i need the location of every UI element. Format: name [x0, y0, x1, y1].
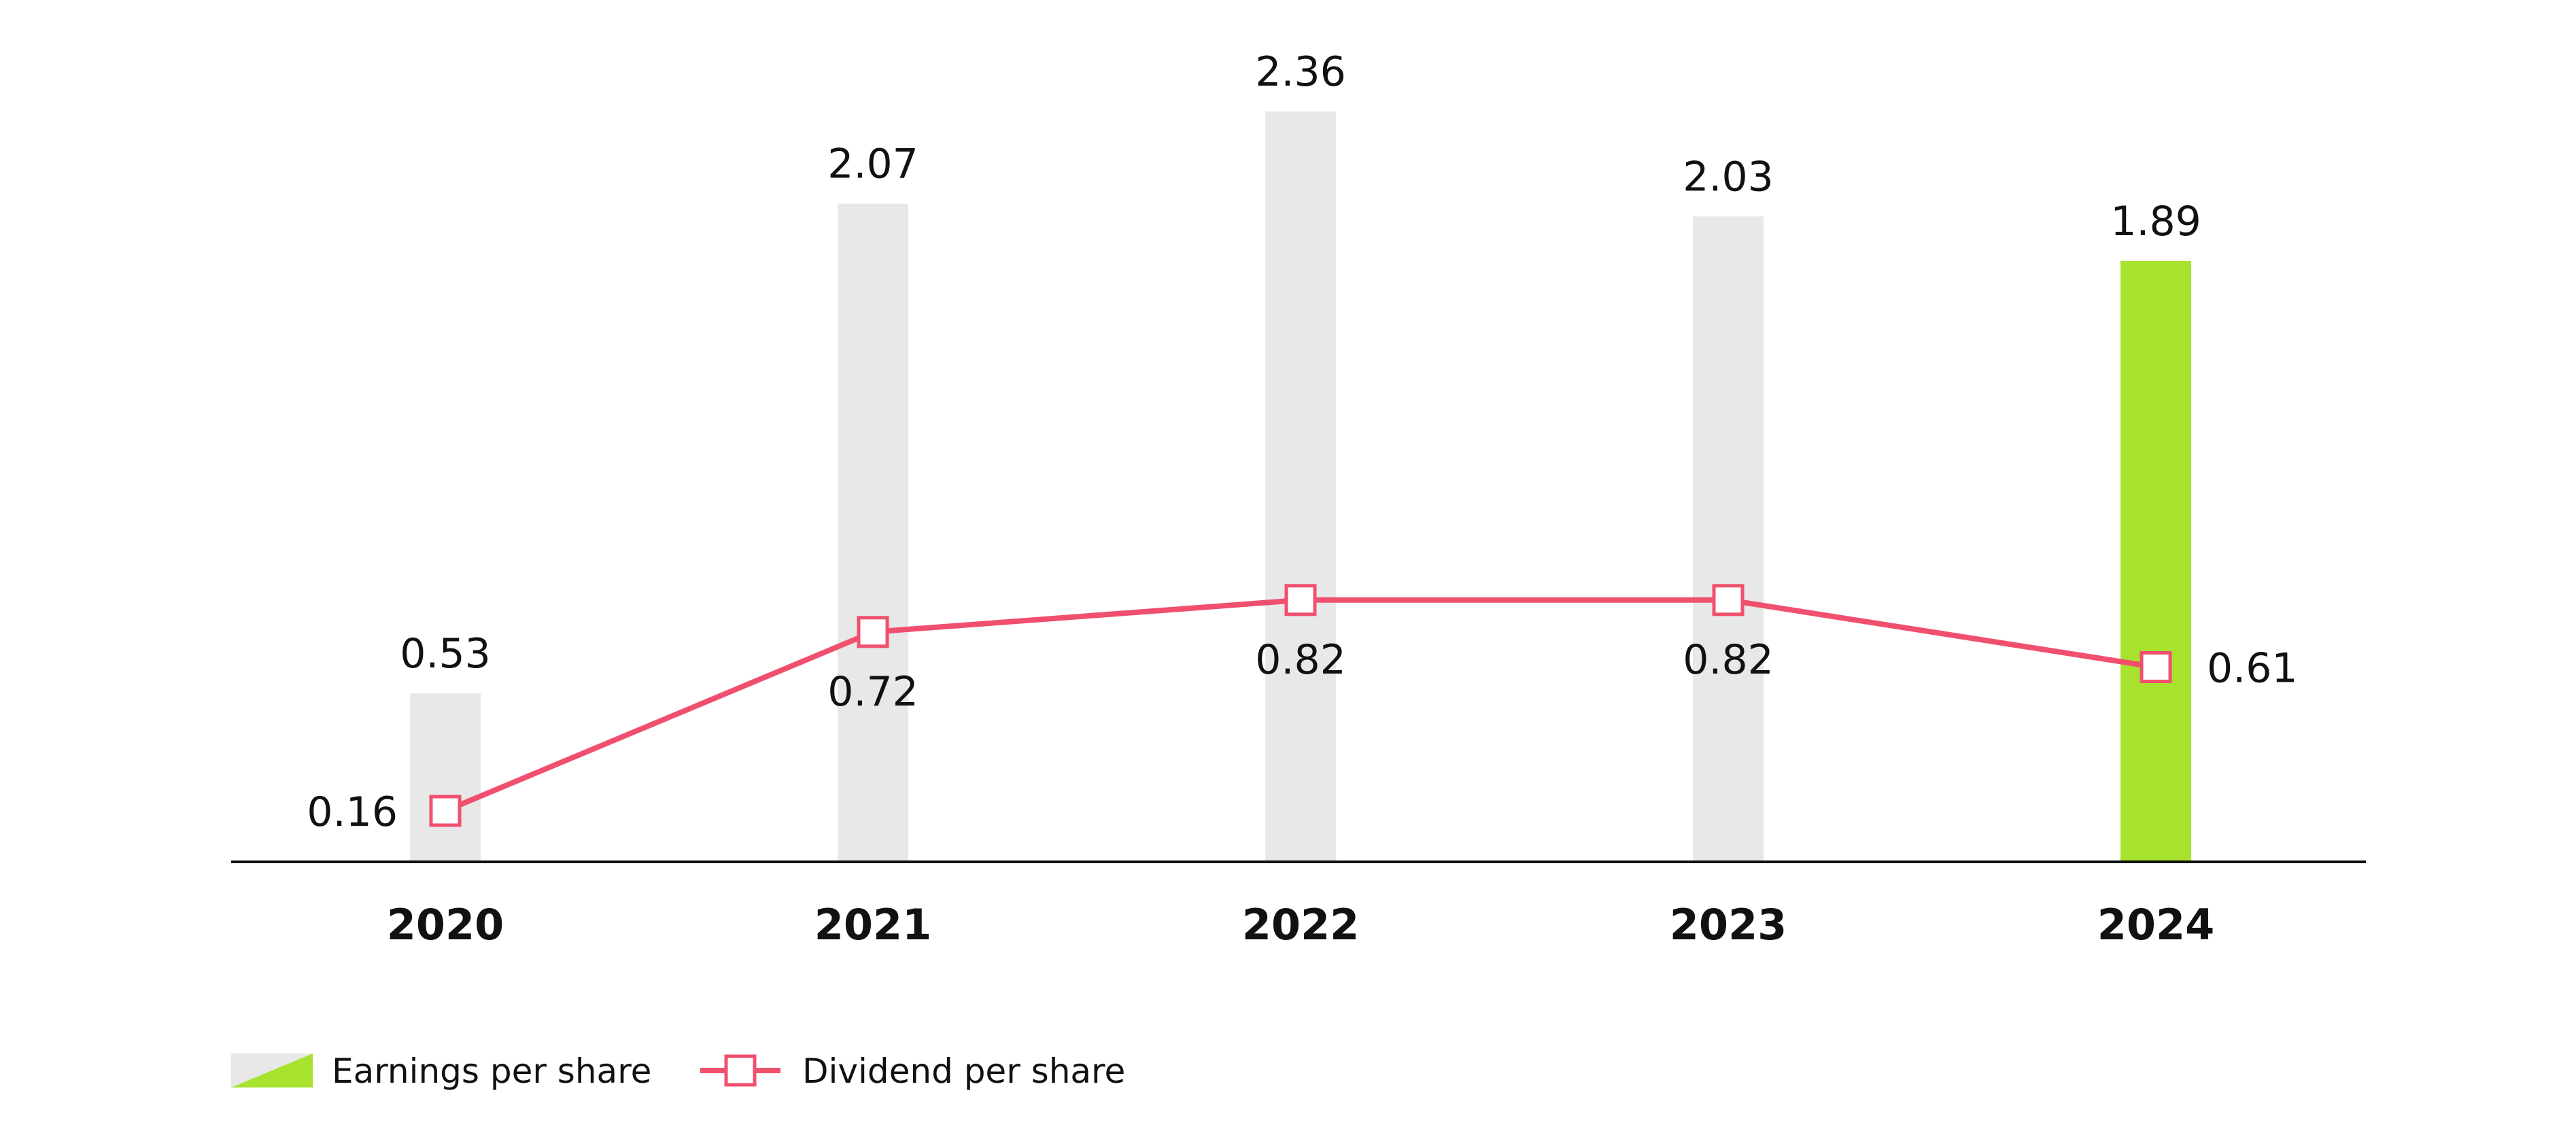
legend-label-eps: Earnings per share: [332, 1051, 651, 1091]
dps-marker-2021: [857, 616, 889, 648]
eps-bars: [410, 111, 2191, 863]
legend-label-dps: Dividend per share: [802, 1051, 1125, 1091]
dps-value-label-2023: 0.82: [1683, 636, 1774, 684]
eps-value-label-2024: 1.89: [2110, 198, 2201, 245]
legend-item-dps: Dividend per share: [700, 1051, 1125, 1091]
x-tick-2024: 2024: [2097, 900, 2215, 950]
eps-bar-2024: [2120, 260, 2191, 863]
eps-bar-2020: [410, 693, 481, 862]
eps-value-label-2020: 0.53: [400, 630, 491, 678]
eps-bar-2023: [1693, 216, 1764, 862]
legend-swatch-dps-marker: [724, 1054, 757, 1087]
x-tick-2022: 2022: [1242, 900, 1360, 950]
eps-value-label-2023: 2.03: [1683, 153, 1774, 201]
legend-swatch-eps-green: [231, 1054, 313, 1088]
dps-marker-2022: [1284, 584, 1317, 616]
dps-value-labels: 0.16 0.72 0.82 0.82 0.61: [307, 636, 2297, 836]
dps-value-label-2020: 0.16: [307, 788, 398, 836]
legend: Earnings per share Dividend per share: [231, 1051, 1125, 1091]
x-tick-labels: 2020 2021 2022 2023 2024: [387, 900, 2215, 950]
dps-marker-2023: [1712, 584, 1745, 616]
eps-bar-2021: [838, 203, 908, 862]
dps-marker-2024: [2140, 651, 2172, 683]
x-tick-2023: 2023: [1670, 900, 1787, 950]
eps-value-labels: 0.53 2.07 2.36 2.03 1.89: [400, 48, 2201, 678]
dps-value-label-2024: 0.61: [2207, 645, 2298, 693]
x-tick-2020: 2020: [387, 900, 504, 950]
x-tick-2021: 2021: [814, 900, 932, 950]
dps-value-label-2021: 0.72: [827, 668, 918, 716]
eps-value-label-2021: 2.07: [827, 141, 918, 188]
dps-value-label-2022: 0.82: [1255, 636, 1346, 684]
eps-value-label-2022: 2.36: [1255, 48, 1346, 96]
dps-line: [429, 584, 2172, 827]
eps-bar-2022: [1265, 111, 1336, 862]
dps-marker-2020: [429, 795, 462, 827]
legend-item-eps: Earnings per share: [231, 1051, 651, 1091]
